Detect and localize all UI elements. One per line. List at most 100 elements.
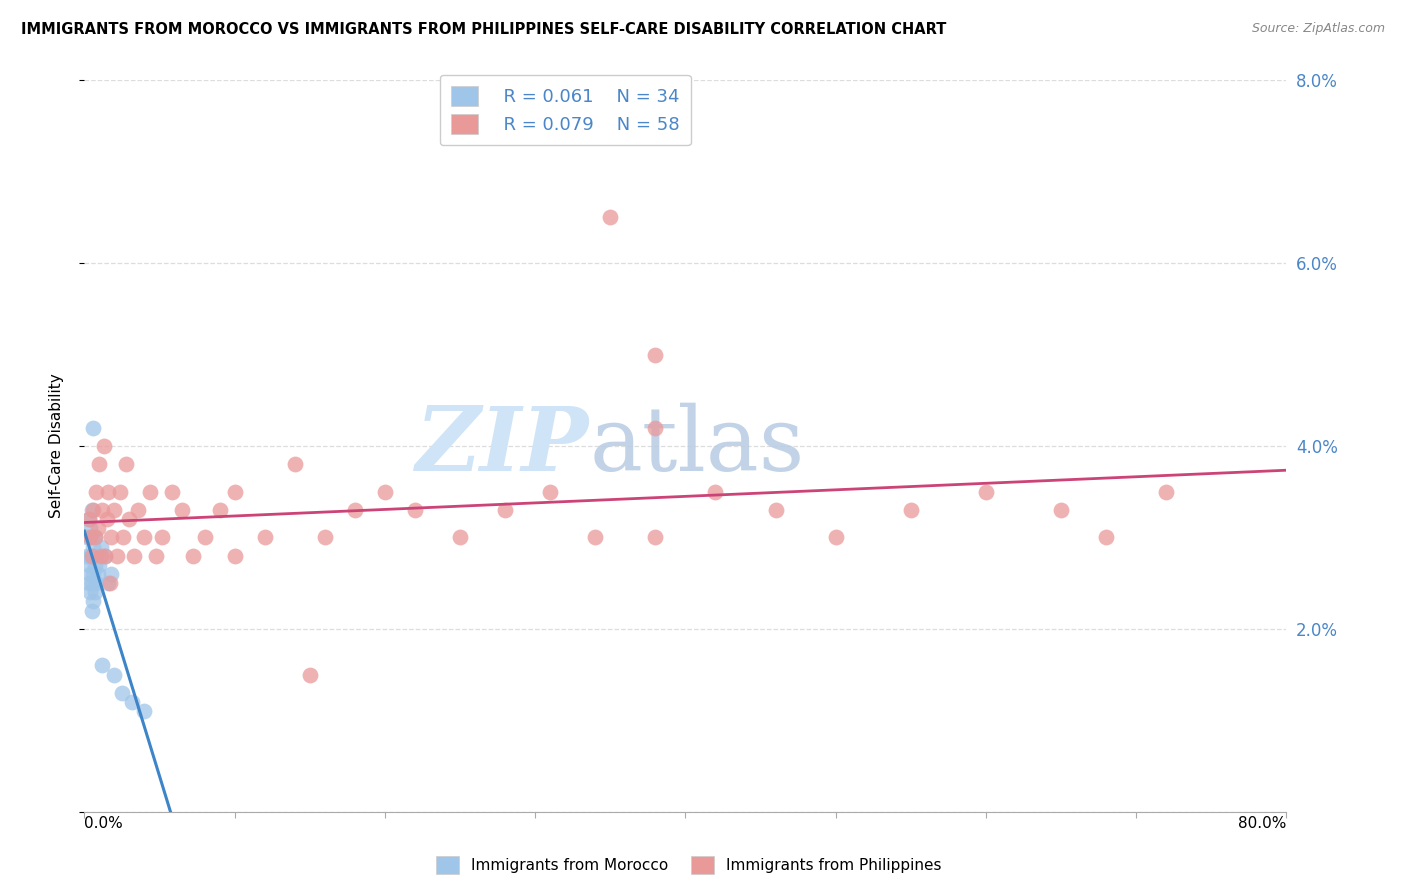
Point bbox=[314, 530, 336, 544]
Point bbox=[208, 503, 231, 517]
Point bbox=[87, 521, 110, 535]
Point bbox=[80, 549, 103, 563]
Point bbox=[97, 484, 120, 499]
Point bbox=[90, 540, 112, 554]
Point bbox=[284, 458, 307, 472]
Point bbox=[79, 585, 101, 599]
Point bbox=[181, 549, 204, 563]
Point bbox=[644, 420, 666, 434]
Point bbox=[449, 530, 471, 544]
Point bbox=[80, 549, 103, 563]
Point bbox=[100, 530, 122, 544]
Point bbox=[97, 576, 120, 591]
Y-axis label: Self-Care Disability: Self-Care Disability bbox=[49, 374, 63, 518]
Point bbox=[538, 484, 561, 499]
Point bbox=[90, 549, 112, 563]
Point bbox=[103, 503, 125, 517]
Text: 0.0%: 0.0% bbox=[84, 816, 124, 831]
Point bbox=[98, 576, 121, 591]
Point bbox=[115, 458, 138, 472]
Point bbox=[374, 484, 396, 499]
Point bbox=[224, 549, 246, 563]
Point bbox=[83, 530, 105, 544]
Point bbox=[644, 530, 666, 544]
Point bbox=[1050, 503, 1073, 517]
Point bbox=[404, 503, 426, 517]
Point bbox=[76, 530, 98, 544]
Point bbox=[83, 530, 105, 544]
Text: IMMIGRANTS FROM MOROCCO VS IMMIGRANTS FROM PHILIPPINES SELF-CARE DISABILITY CORR: IMMIGRANTS FROM MOROCCO VS IMMIGRANTS FR… bbox=[21, 22, 946, 37]
Point bbox=[80, 603, 103, 617]
Point bbox=[77, 512, 100, 526]
Point bbox=[145, 549, 167, 563]
Point bbox=[139, 484, 162, 499]
Point bbox=[974, 484, 997, 499]
Point bbox=[91, 658, 114, 673]
Point bbox=[79, 521, 101, 535]
Point bbox=[107, 549, 129, 563]
Point bbox=[80, 530, 103, 544]
Point bbox=[79, 530, 101, 544]
Point bbox=[83, 558, 105, 572]
Point bbox=[765, 503, 787, 517]
Point bbox=[86, 576, 108, 591]
Point bbox=[1095, 530, 1118, 544]
Point bbox=[152, 530, 174, 544]
Point bbox=[93, 439, 115, 453]
Point bbox=[80, 503, 103, 517]
Point bbox=[224, 484, 246, 499]
Legend: Immigrants from Morocco, Immigrants from Philippines: Immigrants from Morocco, Immigrants from… bbox=[430, 850, 948, 880]
Point bbox=[77, 576, 100, 591]
Point bbox=[86, 484, 108, 499]
Point bbox=[1156, 484, 1178, 499]
Point bbox=[94, 549, 117, 563]
Point bbox=[194, 530, 217, 544]
Point bbox=[824, 530, 846, 544]
Point bbox=[110, 484, 132, 499]
Point bbox=[77, 512, 100, 526]
Point bbox=[494, 503, 516, 517]
Point bbox=[77, 558, 100, 572]
Point bbox=[80, 576, 103, 591]
Text: 80.0%: 80.0% bbox=[1239, 816, 1286, 831]
Point bbox=[599, 211, 621, 225]
Point bbox=[134, 530, 156, 544]
Point bbox=[170, 503, 193, 517]
Point bbox=[103, 667, 125, 681]
Point bbox=[87, 567, 110, 582]
Point bbox=[127, 503, 149, 517]
Point bbox=[82, 420, 104, 434]
Point bbox=[118, 512, 141, 526]
Point bbox=[121, 695, 143, 709]
Point bbox=[76, 549, 98, 563]
Point bbox=[111, 686, 134, 700]
Point bbox=[644, 347, 666, 362]
Point bbox=[86, 549, 108, 563]
Point bbox=[82, 594, 104, 608]
Point bbox=[134, 704, 156, 718]
Point bbox=[253, 530, 276, 544]
Point bbox=[122, 549, 145, 563]
Point bbox=[112, 530, 135, 544]
Point bbox=[96, 512, 118, 526]
Text: ZIP: ZIP bbox=[416, 403, 589, 489]
Point bbox=[82, 503, 104, 517]
Point bbox=[343, 503, 366, 517]
Text: Source: ZipAtlas.com: Source: ZipAtlas.com bbox=[1251, 22, 1385, 36]
Point bbox=[89, 458, 111, 472]
Point bbox=[298, 667, 321, 681]
Point bbox=[704, 484, 727, 499]
Point bbox=[89, 558, 111, 572]
Point bbox=[100, 567, 122, 582]
Point bbox=[82, 567, 104, 582]
Point bbox=[83, 585, 105, 599]
Point bbox=[82, 540, 104, 554]
Point bbox=[79, 567, 101, 582]
Point bbox=[79, 549, 101, 563]
Point bbox=[583, 530, 606, 544]
Point bbox=[94, 549, 117, 563]
Legend:   R = 0.061    N = 34,   R = 0.079    N = 58: R = 0.061 N = 34, R = 0.079 N = 58 bbox=[440, 75, 690, 145]
Point bbox=[900, 503, 922, 517]
Point bbox=[160, 484, 183, 499]
Text: atlas: atlas bbox=[589, 402, 804, 490]
